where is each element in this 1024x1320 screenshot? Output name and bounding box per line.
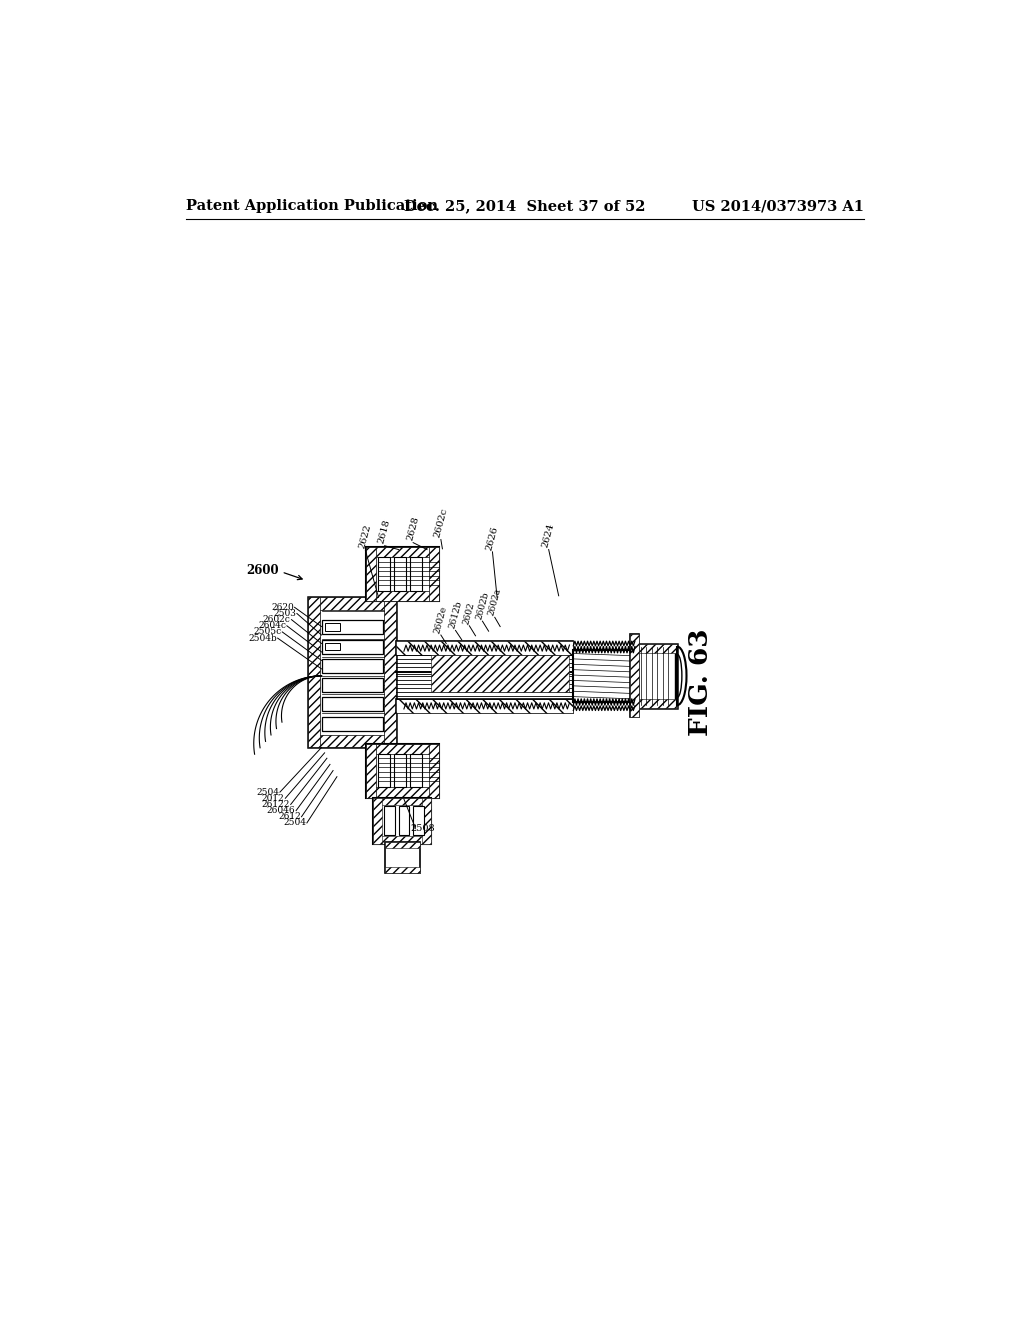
Bar xyxy=(413,807,424,836)
Bar xyxy=(322,659,383,673)
Bar xyxy=(373,797,431,805)
Bar xyxy=(396,642,573,655)
Bar xyxy=(422,797,431,843)
Bar xyxy=(410,754,422,788)
Text: 2503: 2503 xyxy=(273,609,296,618)
Bar xyxy=(429,743,439,797)
Bar xyxy=(384,597,396,747)
Text: 2504: 2504 xyxy=(283,818,306,828)
Text: 2624: 2624 xyxy=(541,523,556,549)
Bar xyxy=(394,754,407,788)
Bar xyxy=(396,700,573,713)
Text: Dec. 25, 2014  Sheet 37 of 52: Dec. 25, 2014 Sheet 37 of 52 xyxy=(404,199,645,213)
Bar xyxy=(378,557,390,591)
Bar xyxy=(367,548,439,601)
Text: 2012: 2012 xyxy=(262,793,285,803)
Text: 26046: 26046 xyxy=(266,807,295,814)
Bar xyxy=(367,788,439,797)
Bar xyxy=(307,597,396,747)
Bar xyxy=(322,717,383,730)
Text: 2600: 2600 xyxy=(246,564,279,577)
Bar xyxy=(325,623,340,631)
Text: 2504b: 2504b xyxy=(248,634,276,643)
Bar xyxy=(367,548,376,601)
Text: 2618: 2618 xyxy=(377,519,392,545)
Text: 2620: 2620 xyxy=(271,603,294,611)
Bar xyxy=(385,842,420,873)
Text: FIG. 63: FIG. 63 xyxy=(688,628,713,735)
Bar xyxy=(431,655,569,692)
Bar xyxy=(385,842,420,849)
Bar xyxy=(637,647,675,705)
Bar xyxy=(635,644,677,708)
Text: 2602e: 2602e xyxy=(433,605,449,635)
Bar xyxy=(410,557,422,591)
Text: 2505c: 2505c xyxy=(253,627,282,636)
Text: 2628: 2628 xyxy=(406,516,421,543)
Text: 2602c: 2602c xyxy=(432,507,450,539)
Bar xyxy=(307,735,396,747)
Bar xyxy=(367,743,376,797)
Bar xyxy=(635,700,677,708)
Bar xyxy=(373,797,431,843)
Bar xyxy=(367,743,439,754)
Bar xyxy=(307,597,396,610)
Bar xyxy=(630,635,639,718)
Bar xyxy=(373,836,431,843)
Text: 2622: 2622 xyxy=(357,523,373,549)
Bar xyxy=(325,643,340,651)
Text: 2602: 2602 xyxy=(462,601,476,626)
Bar xyxy=(322,678,383,692)
Text: Patent Application Publication: Patent Application Publication xyxy=(186,199,438,213)
Bar xyxy=(394,557,407,591)
Bar xyxy=(307,597,319,747)
Text: 2508: 2508 xyxy=(411,824,435,833)
Text: 2602b: 2602b xyxy=(474,590,490,620)
Bar xyxy=(630,635,639,718)
Bar xyxy=(367,591,439,601)
Text: 2612b: 2612b xyxy=(447,599,464,630)
Bar xyxy=(384,807,394,836)
Bar xyxy=(378,754,390,788)
Text: 26122: 26122 xyxy=(261,800,290,809)
Bar xyxy=(385,867,420,873)
Bar xyxy=(322,697,383,711)
Bar xyxy=(322,640,383,653)
Text: 2626: 2626 xyxy=(485,525,500,552)
Text: 2504: 2504 xyxy=(256,788,280,796)
Bar xyxy=(367,743,439,797)
Bar xyxy=(635,644,677,653)
Bar xyxy=(367,548,439,557)
Text: US 2014/0373973 A1: US 2014/0373973 A1 xyxy=(691,199,863,213)
Text: 2612: 2612 xyxy=(278,812,301,821)
Bar xyxy=(373,797,382,843)
Text: 2602c: 2602c xyxy=(263,615,291,624)
Bar xyxy=(429,548,439,601)
Text: 2604c: 2604c xyxy=(258,622,286,630)
Bar xyxy=(396,700,573,713)
Bar xyxy=(396,642,573,655)
Text: 2602a: 2602a xyxy=(486,587,503,616)
Bar xyxy=(322,620,383,635)
Bar xyxy=(398,807,410,836)
Bar xyxy=(573,649,635,702)
